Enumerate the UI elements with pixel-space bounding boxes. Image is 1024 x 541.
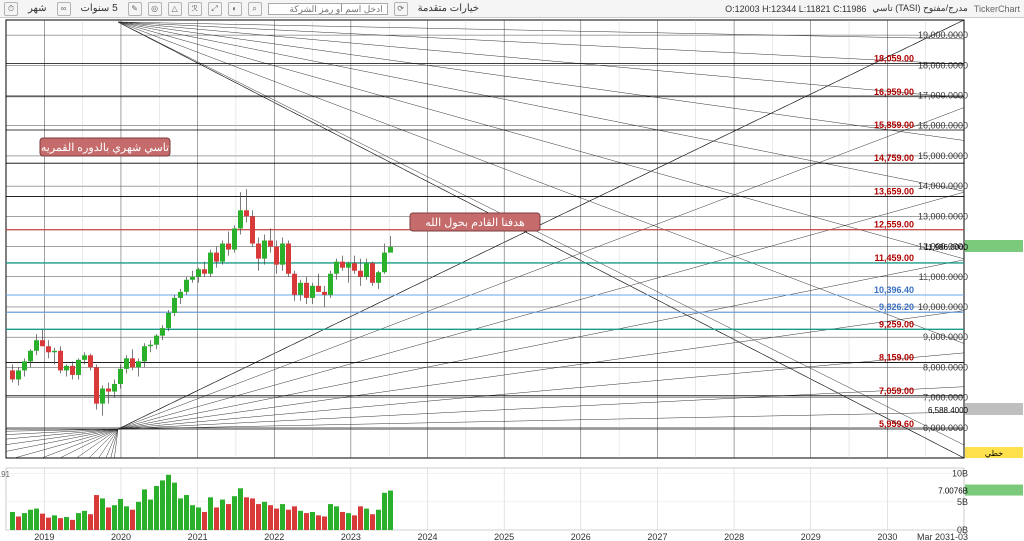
svg-text:14,759.00: 14,759.00 <box>874 153 914 163</box>
svg-text:13,000.0000: 13,000.0000 <box>918 211 968 221</box>
svg-text:2031-03 Mar: 2031-03 Mar <box>917 532 968 541</box>
svg-text:10,000.0000: 10,000.0000 <box>918 302 968 312</box>
svg-text:11,986.0000: 11,986.0000 <box>924 243 968 252</box>
svg-text:7,059.00: 7,059.00 <box>879 386 914 396</box>
clock-icon[interactable]: ⏱ <box>4 2 18 16</box>
svg-text:14,000.0000: 14,000.0000 <box>918 181 968 191</box>
symbol-search-input[interactable] <box>268 3 388 15</box>
svg-text:13,659.00: 13,659.00 <box>874 186 914 196</box>
svg-text:هدفنا القادم بحول الله: هدفنا القادم بحول الله <box>425 217 525 229</box>
edit-icon[interactable]: ✎ <box>128 2 142 16</box>
svg-text:7.0076B: 7.0076B <box>938 487 968 496</box>
svg-text:8,159.00: 8,159.00 <box>879 353 914 363</box>
svg-text:15,859.00: 15,859.00 <box>874 120 914 130</box>
svg-text:2021: 2021 <box>188 532 208 541</box>
search-icon[interactable]: ⌕ <box>248 2 262 16</box>
svg-text:9,259.00: 9,259.00 <box>879 319 914 329</box>
svg-text:2020: 2020 <box>111 532 131 541</box>
svg-text:6,588.4000: 6,588.4000 <box>928 406 969 415</box>
svg-text:11,000.0000: 11,000.0000 <box>919 272 968 282</box>
advanced-options-label[interactable]: خيارات متقدمة <box>414 3 483 14</box>
refresh-icon[interactable]: ⟳ <box>394 2 408 16</box>
target-icon[interactable]: ◎ <box>148 2 162 16</box>
svg-text:2025: 2025 <box>494 532 514 541</box>
svg-text:2029: 2029 <box>801 532 821 541</box>
tool-b-icon[interactable]: ⤢ <box>208 2 222 16</box>
svg-text:17,000.0000: 17,000.0000 <box>918 91 968 101</box>
svg-text:2027: 2027 <box>647 532 667 541</box>
chart-area[interactable]: 6,000.00007,000.00008,000.00009,000.0000… <box>0 18 1024 541</box>
svg-text:15,000.0000: 15,000.0000 <box>918 151 968 161</box>
svg-text:5B: 5B <box>957 497 968 507</box>
svg-text:2026: 2026 <box>571 532 591 541</box>
svg-text:تاسي شهري بالدوره القمريه: تاسي شهري بالدوره القمريه <box>41 142 169 154</box>
svg-text:9,826.20: 9,826.20 <box>879 302 914 312</box>
svg-text:10,396.40: 10,396.40 <box>874 285 914 295</box>
svg-text:12,559.00: 12,559.00 <box>874 220 914 230</box>
svg-text:5,959.60: 5,959.60 <box>879 419 914 429</box>
svg-text:2030: 2030 <box>877 532 897 541</box>
svg-text:9,000.0000: 9,000.0000 <box>923 332 968 342</box>
draw-icon[interactable]: △ <box>168 2 182 16</box>
indicator-icon[interactable]: ℛ <box>188 2 202 16</box>
svg-text:2019: 2019 <box>34 532 54 541</box>
svg-text:8,000.0000: 8,000.0000 <box>923 362 968 372</box>
svg-text:2023: 2023 <box>341 532 361 541</box>
svg-text:VOL 7.91: VOL 7.91 <box>0 470 11 479</box>
period-select[interactable]: 5 سنوات <box>77 3 122 14</box>
svg-text:2028: 2028 <box>724 532 744 541</box>
ohlc-readout: O:12003 H:12344 L:11821 C:11986 <box>725 4 866 14</box>
link-icon[interactable]: ∞ <box>57 2 71 16</box>
ticker-info: تاسي (TASI) مدرج/مفتوح <box>872 3 967 14</box>
top-toolbar: TickerChart تاسي (TASI) مدرج/مفتوح O:120… <box>0 0 1024 18</box>
brand-label: TickerChart <box>974 4 1020 14</box>
interval-select[interactable]: شهر <box>24 3 51 14</box>
svg-text:خطي: خطي <box>985 449 1003 458</box>
svg-text:2024: 2024 <box>418 532 438 541</box>
svg-text:18,059.00: 18,059.00 <box>874 54 914 64</box>
svg-text:16,959.00: 16,959.00 <box>874 87 914 97</box>
svg-text:7,000.0000: 7,000.0000 <box>923 393 968 403</box>
tool-a-icon[interactable]: ◐ <box>228 2 242 16</box>
svg-text:2022: 2022 <box>264 532 284 541</box>
svg-text:11,459.00: 11,459.00 <box>874 253 914 263</box>
svg-text:18,000.0000: 18,000.0000 <box>918 60 968 70</box>
svg-text:10B: 10B <box>952 469 968 479</box>
